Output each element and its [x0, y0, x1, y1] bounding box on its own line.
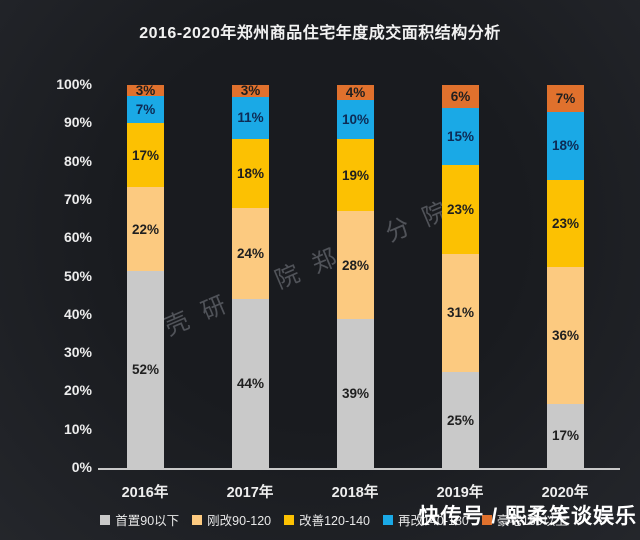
- segment-value-label: 52%: [131, 361, 160, 377]
- legend: 首置90以下 刚改90-120 改善120-140 再改140-180 豪宅180以上: [0, 510, 640, 529]
- plot-area: 52% 22% 17% 7% 3% 44% 24% 18% 11% 3% 39% 28% 19% 10% 4…: [98, 83, 620, 470]
- y-axis-tick: 90%: [63, 114, 92, 131]
- y-axis-tick: 30%: [63, 344, 92, 361]
- segment-value-label: 15%: [446, 129, 475, 145]
- bar-segment: 23%: [547, 179, 584, 268]
- legend-swatch: [192, 514, 203, 525]
- segment-value-label: 10%: [341, 111, 370, 127]
- legend-item: 改善120-140: [284, 510, 370, 529]
- legend-swatch: [284, 514, 295, 525]
- segment-value-label: 24%: [236, 246, 265, 262]
- legend-item: 刚改90-120: [192, 510, 271, 529]
- legend-swatch: [481, 514, 492, 525]
- segment-value-label: 36%: [551, 327, 580, 343]
- segment-value-label: 44%: [236, 376, 265, 392]
- segment-value-label: 25%: [446, 412, 475, 428]
- segment-value-label: 11%: [237, 110, 264, 126]
- legend-swatch: [382, 514, 393, 525]
- legend-label: 首置90以下: [115, 514, 180, 528]
- segment-value-label: 28%: [341, 257, 370, 273]
- bar-segment: 4%: [337, 85, 374, 101]
- bar-segment: 3%: [127, 83, 164, 99]
- bar-2017年: 44% 24% 18% 11% 3%: [232, 83, 269, 468]
- bar-segment: 22%: [127, 187, 164, 271]
- segment-value-label: 3%: [135, 83, 156, 99]
- segment-value-label: 7%: [555, 90, 576, 106]
- y-axis-tick: 0%: [71, 459, 92, 475]
- bar-segment: 24%: [232, 207, 269, 300]
- bar-segment: 18%: [232, 138, 269, 208]
- legend-label: 再改140-180: [397, 514, 469, 528]
- legend-label: 改善120-140: [299, 514, 370, 528]
- bar-segment: 52%: [127, 270, 164, 468]
- bar-segment: 11%: [232, 96, 269, 139]
- x-axis-label: 2019年: [436, 485, 484, 501]
- y-axis-tick: 50%: [63, 267, 92, 284]
- bar-segment: 19%: [337, 138, 374, 212]
- segment-value-label: 39%: [341, 385, 370, 401]
- y-axis-tick: 20%: [63, 382, 92, 399]
- bar-segment: 28%: [337, 211, 374, 319]
- segment-value-label: 23%: [551, 215, 580, 231]
- bar-segment: 17%: [547, 403, 584, 468]
- segment-value-label: 4%: [345, 85, 366, 101]
- segment-value-label: 17%: [131, 147, 160, 163]
- legend-label: 刚改90-120: [207, 514, 272, 528]
- y-axis-tick: 80%: [63, 152, 92, 169]
- segment-value-label: 18%: [236, 165, 265, 181]
- segment-value-label: 31%: [446, 305, 475, 321]
- segment-value-label: 18%: [551, 138, 580, 154]
- bar-segment: 17%: [127, 122, 164, 188]
- bar-segment: 7%: [547, 85, 584, 112]
- y-axis-tick: 100%: [56, 76, 92, 92]
- segment-value-label: 6%: [450, 89, 471, 105]
- bar-segment: 6%: [442, 85, 479, 109]
- bar-segment: 39%: [337, 318, 374, 468]
- bar-2020年: 17% 36% 23% 18% 7%: [547, 85, 584, 468]
- segment-value-label: 23%: [446, 201, 475, 217]
- bar-segment: 15%: [442, 108, 479, 166]
- chart-title: 2016-2020年郑州商品住宅年度成交面积结构分析: [139, 25, 501, 42]
- bar-segment: 3%: [232, 83, 269, 99]
- bar-segment: 31%: [442, 253, 479, 373]
- segment-value-label: 17%: [551, 428, 580, 444]
- platform-watermark: 快传号 / 熙柔笑谈娱乐: [418, 505, 637, 528]
- x-axis-label: 2017年: [226, 485, 274, 501]
- bar-2018年: 39% 28% 19% 10% 4%: [337, 85, 374, 468]
- legend-label: 豪宅180以上: [496, 514, 568, 528]
- bar-2019年: 25% 31% 23% 15% 6%: [442, 85, 479, 468]
- bar-segment: 10%: [337, 100, 374, 139]
- bar-segment: 25%: [442, 372, 479, 468]
- segment-value-label: 19%: [341, 167, 370, 183]
- y-axis-tick: 10%: [63, 420, 92, 437]
- y-axis-tick: 40%: [63, 305, 92, 322]
- segment-value-label: 7%: [135, 102, 156, 118]
- segment-value-label: 3%: [240, 83, 261, 99]
- legend-item: 再改140-180: [382, 510, 469, 529]
- bar-segment: 44%: [232, 299, 269, 468]
- bar-2016年: 52% 22% 17% 7% 3%: [127, 83, 164, 468]
- x-axis-label: 2020年: [541, 485, 589, 501]
- x-axis-label: 2018年: [331, 485, 379, 501]
- legend-swatch: [100, 514, 111, 525]
- y-axis-tick: 60%: [63, 229, 92, 246]
- legend-item: 首置90以下: [100, 510, 179, 529]
- segment-value-label: 22%: [131, 221, 160, 237]
- legend-item: 豪宅180以上: [481, 510, 568, 529]
- bar-segment: 18%: [547, 111, 584, 180]
- bar-segment: 7%: [127, 96, 164, 123]
- bar-segment: 23%: [442, 165, 479, 254]
- x-axis-label: 2016年: [121, 485, 169, 501]
- bar-segment: 36%: [547, 267, 584, 404]
- y-axis-tick: 70%: [63, 190, 92, 207]
